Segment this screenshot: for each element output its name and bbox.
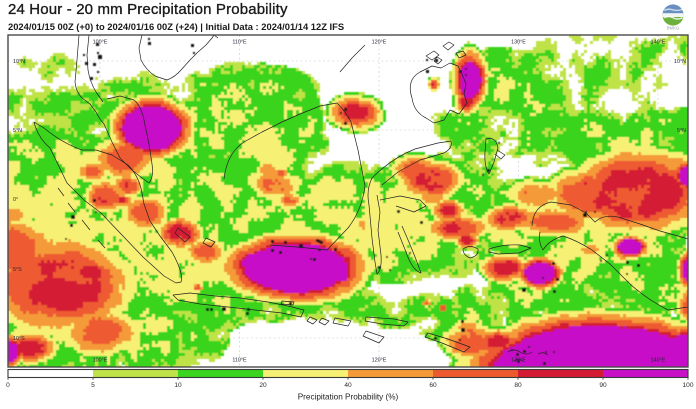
svg-text:0: 0 (6, 382, 10, 389)
svg-text:130°E: 130°E (511, 40, 526, 46)
svg-text:10°N: 10°N (13, 59, 25, 65)
svg-text:110°E: 110°E (232, 358, 247, 364)
svg-text:10°N: 10°N (674, 59, 686, 65)
svg-text:90: 90 (599, 382, 607, 389)
svg-text:5°S: 5°S (13, 267, 22, 273)
svg-text:120°E: 120°E (372, 40, 387, 46)
svg-text:110°E: 110°E (232, 40, 247, 46)
svg-text:120°E: 120°E (372, 358, 387, 364)
svg-text:140°E: 140°E (651, 358, 666, 364)
svg-text:Precipitation Probability (%): Precipitation Probability (%) (298, 393, 399, 402)
svg-text:10°S: 10°S (13, 336, 25, 342)
svg-text:20: 20 (259, 382, 267, 389)
svg-text:5°N: 5°N (677, 128, 686, 134)
svg-text:40: 40 (344, 382, 352, 389)
svg-text:100°E: 100°E (93, 358, 108, 364)
svg-text:5°N: 5°N (13, 128, 22, 134)
svg-text:0°: 0° (13, 197, 18, 203)
svg-text:80: 80 (514, 382, 522, 389)
svg-text:130°E: 130°E (511, 358, 526, 364)
svg-text:100°E: 100°E (93, 40, 108, 46)
svg-text:140°E: 140°E (651, 40, 666, 46)
svg-text:60: 60 (429, 382, 437, 389)
svg-text:100: 100 (682, 382, 693, 389)
svg-text:BMKG: BMKG (667, 26, 680, 31)
svg-text:10: 10 (174, 382, 182, 389)
svg-text:5: 5 (91, 382, 95, 389)
